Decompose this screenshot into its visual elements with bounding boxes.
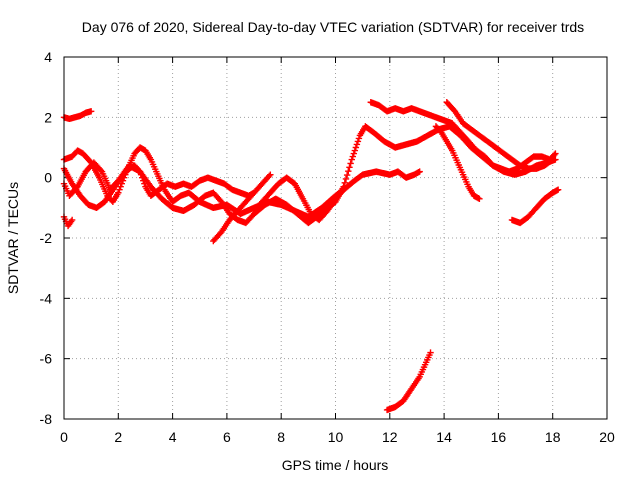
x-tick-label: 14 [436, 429, 452, 445]
x-tick-label: 8 [277, 429, 285, 445]
data-point [265, 172, 273, 180]
data-point [351, 147, 359, 154]
y-tick-label: 2 [44, 109, 52, 125]
data-point [342, 175, 350, 183]
x-tick-label: 20 [599, 429, 615, 445]
y-tick-label: -2 [40, 230, 53, 246]
x-tick-label: 12 [382, 429, 398, 445]
x-tick-label: 16 [491, 429, 507, 445]
x-tick-label: 4 [169, 429, 177, 445]
data-point [340, 186, 347, 193]
data-point [346, 164, 353, 171]
data-point [138, 174, 146, 181]
x-tick-label: 6 [223, 429, 231, 445]
data-point [339, 187, 346, 195]
data-point [137, 171, 145, 178]
data-point [355, 135, 363, 142]
data-point [554, 186, 562, 193]
data-point [353, 141, 361, 148]
data-point [552, 150, 559, 157]
data-point [115, 189, 122, 196]
series-sat-i [432, 123, 483, 202]
series-sat-e [60, 213, 76, 230]
series-sat-h [367, 99, 559, 175]
axis-ticks: 0 2 4 6 8 10 12 14 16 18 20 -8 -6 -4 -2 0 2 4 [40, 49, 615, 445]
series-sat-l [383, 349, 434, 414]
series-sat-g [250, 174, 347, 224]
data-point [347, 160, 354, 167]
plot-frame [63, 56, 608, 420]
data-point [136, 168, 144, 175]
y-tick-label: -4 [40, 290, 53, 306]
y-axis-label: SDTVAR / TECUs [5, 182, 21, 294]
y-tick-label: -8 [40, 411, 53, 427]
data-point [416, 168, 423, 175]
series-sat-j [443, 99, 556, 172]
data-point [267, 171, 274, 178]
x-tick-label: 18 [545, 429, 561, 445]
data-points [60, 99, 562, 414]
y-tick-label: 0 [44, 170, 52, 186]
x-tick-label: 0 [60, 429, 68, 445]
data-point [345, 168, 352, 175]
series-sat-a [60, 108, 95, 123]
data-point [354, 138, 362, 145]
data-point [141, 180, 148, 187]
y-tick-label: 4 [44, 49, 52, 65]
data-point [350, 150, 358, 157]
x-tick-label: 2 [114, 429, 122, 445]
data-point [116, 186, 123, 193]
data-point [87, 108, 95, 115]
data-point [349, 153, 357, 160]
data-point [135, 167, 143, 174]
grid [64, 57, 607, 419]
data-point [427, 349, 434, 356]
data-point [341, 179, 349, 187]
x-tick-label: 10 [328, 429, 344, 445]
data-point [68, 216, 76, 224]
series-sat-d [60, 162, 258, 212]
data-point [352, 144, 360, 151]
x-axis-label: GPS time / hours [282, 457, 389, 473]
data-point [117, 183, 124, 190]
series-sat-k [508, 186, 562, 227]
data-point [140, 177, 147, 184]
chart-title: Day 076 of 2020, Sidereal Day-to-day VTE… [82, 19, 584, 35]
data-point [551, 151, 558, 158]
data-point [549, 156, 556, 163]
data-point [343, 171, 351, 179]
data-point [97, 167, 105, 174]
y-tick-label: -6 [40, 351, 53, 367]
data-point [348, 156, 355, 163]
series-sat-f [210, 171, 274, 245]
data-point [548, 157, 555, 164]
data-point [476, 195, 483, 202]
